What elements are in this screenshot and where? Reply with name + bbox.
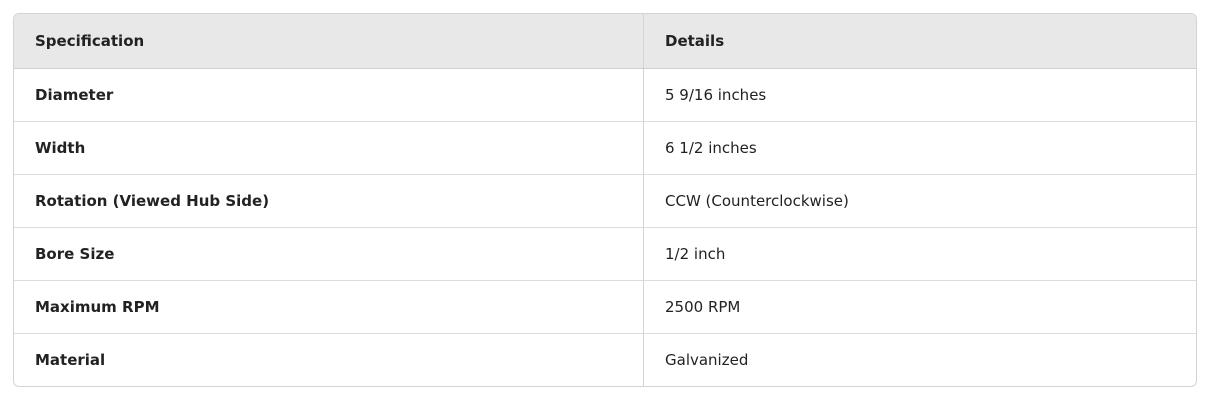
spec-table-container: Specification Details Diameter 5 9/16 inc…: [13, 13, 1197, 387]
details-cell: 2500 RPM: [643, 280, 1196, 334]
spec-cell: Width: [14, 121, 644, 175]
table-row: Rotation (Viewed Hub Side) CCW (Countercl…: [14, 174, 1196, 228]
details-cell: 6 1/2 inches: [643, 121, 1196, 175]
details-cell: CCW (Counterclockwise): [643, 174, 1196, 228]
spec-cell: Rotation (Viewed Hub Side): [14, 174, 644, 228]
spec-table: Specification Details Diameter 5 9/16 inc…: [14, 14, 1196, 386]
table-header-row: Specification Details: [14, 14, 1196, 69]
details-cell: 5 9/16 inches: [643, 68, 1196, 122]
spec-cell: Maximum RPM: [14, 280, 644, 334]
table-row: Maximum RPM 2500 RPM: [14, 280, 1196, 334]
table-row: Bore Size 1/2 inch: [14, 227, 1196, 281]
spec-cell: Bore Size: [14, 227, 644, 281]
header-details: Details: [643, 14, 1196, 69]
details-cell: 1/2 inch: [643, 227, 1196, 281]
table-row: Width 6 1/2 inches: [14, 121, 1196, 175]
details-cell: Galvanized: [665, 351, 749, 369]
header-specification: Specification: [14, 14, 644, 69]
table-row: Material Galvanized: [14, 333, 1196, 386]
spec-cell: Material: [14, 333, 644, 386]
spec-cell: Diameter: [14, 68, 644, 122]
table-row: Diameter 5 9/16 inches: [14, 68, 1196, 122]
